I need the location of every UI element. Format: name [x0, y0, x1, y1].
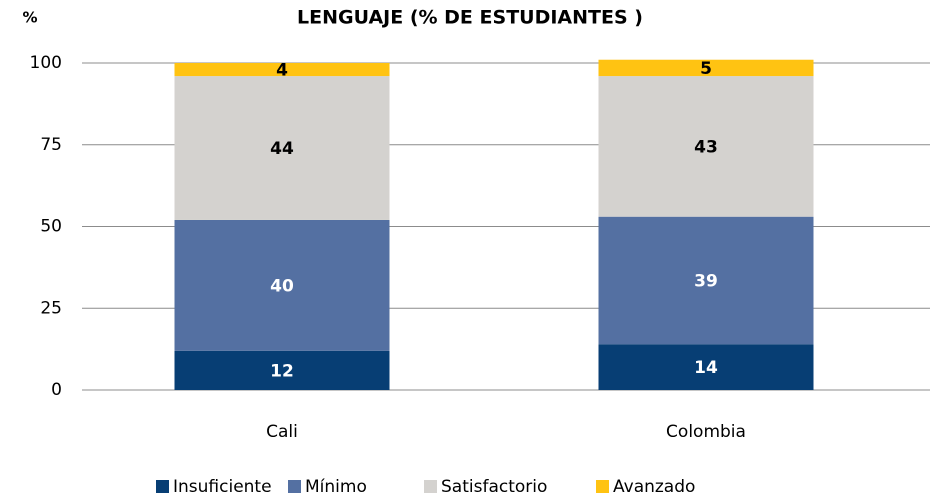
legend-swatch — [424, 480, 437, 493]
bar-segment — [598, 344, 814, 390]
y-tick-label: 75 — [40, 135, 62, 155]
data-label: 39 — [694, 271, 718, 291]
bar-segment — [174, 350, 390, 390]
y-axis-label: % — [22, 9, 37, 27]
legend-label: Avanzado — [613, 477, 695, 496]
data-label: 40 — [270, 276, 294, 296]
bar-segment — [174, 76, 390, 220]
x-tick-label: Colombia — [666, 422, 746, 442]
legend-label: Mínimo — [305, 477, 367, 496]
bar-segment — [598, 59, 814, 77]
data-label: 12 — [270, 361, 294, 381]
y-tick-label: 100 — [30, 53, 62, 73]
legend-swatch — [288, 480, 301, 493]
bar-segment — [598, 76, 814, 217]
data-label: 4 — [276, 61, 288, 81]
legend-label: Insuficiente — [173, 477, 272, 496]
legend-swatch — [596, 480, 609, 493]
y-tick-label: 25 — [40, 298, 62, 318]
chart-title: LENGUAJE (% DE ESTUDIANTES ) — [297, 7, 643, 29]
y-tick-label: 50 — [40, 217, 62, 237]
bar-segment — [174, 63, 390, 77]
x-tick-label: Cali — [266, 422, 298, 442]
data-label: 43 — [694, 137, 718, 157]
bar-segment — [598, 216, 814, 345]
y-tick-label: 0 — [51, 380, 62, 400]
data-label: 44 — [270, 139, 294, 159]
data-label: 14 — [694, 358, 718, 378]
legend-swatch — [156, 480, 169, 493]
bar-segment — [174, 219, 390, 351]
legend-label: Satisfactorio — [441, 477, 547, 496]
data-label: 5 — [700, 59, 712, 79]
